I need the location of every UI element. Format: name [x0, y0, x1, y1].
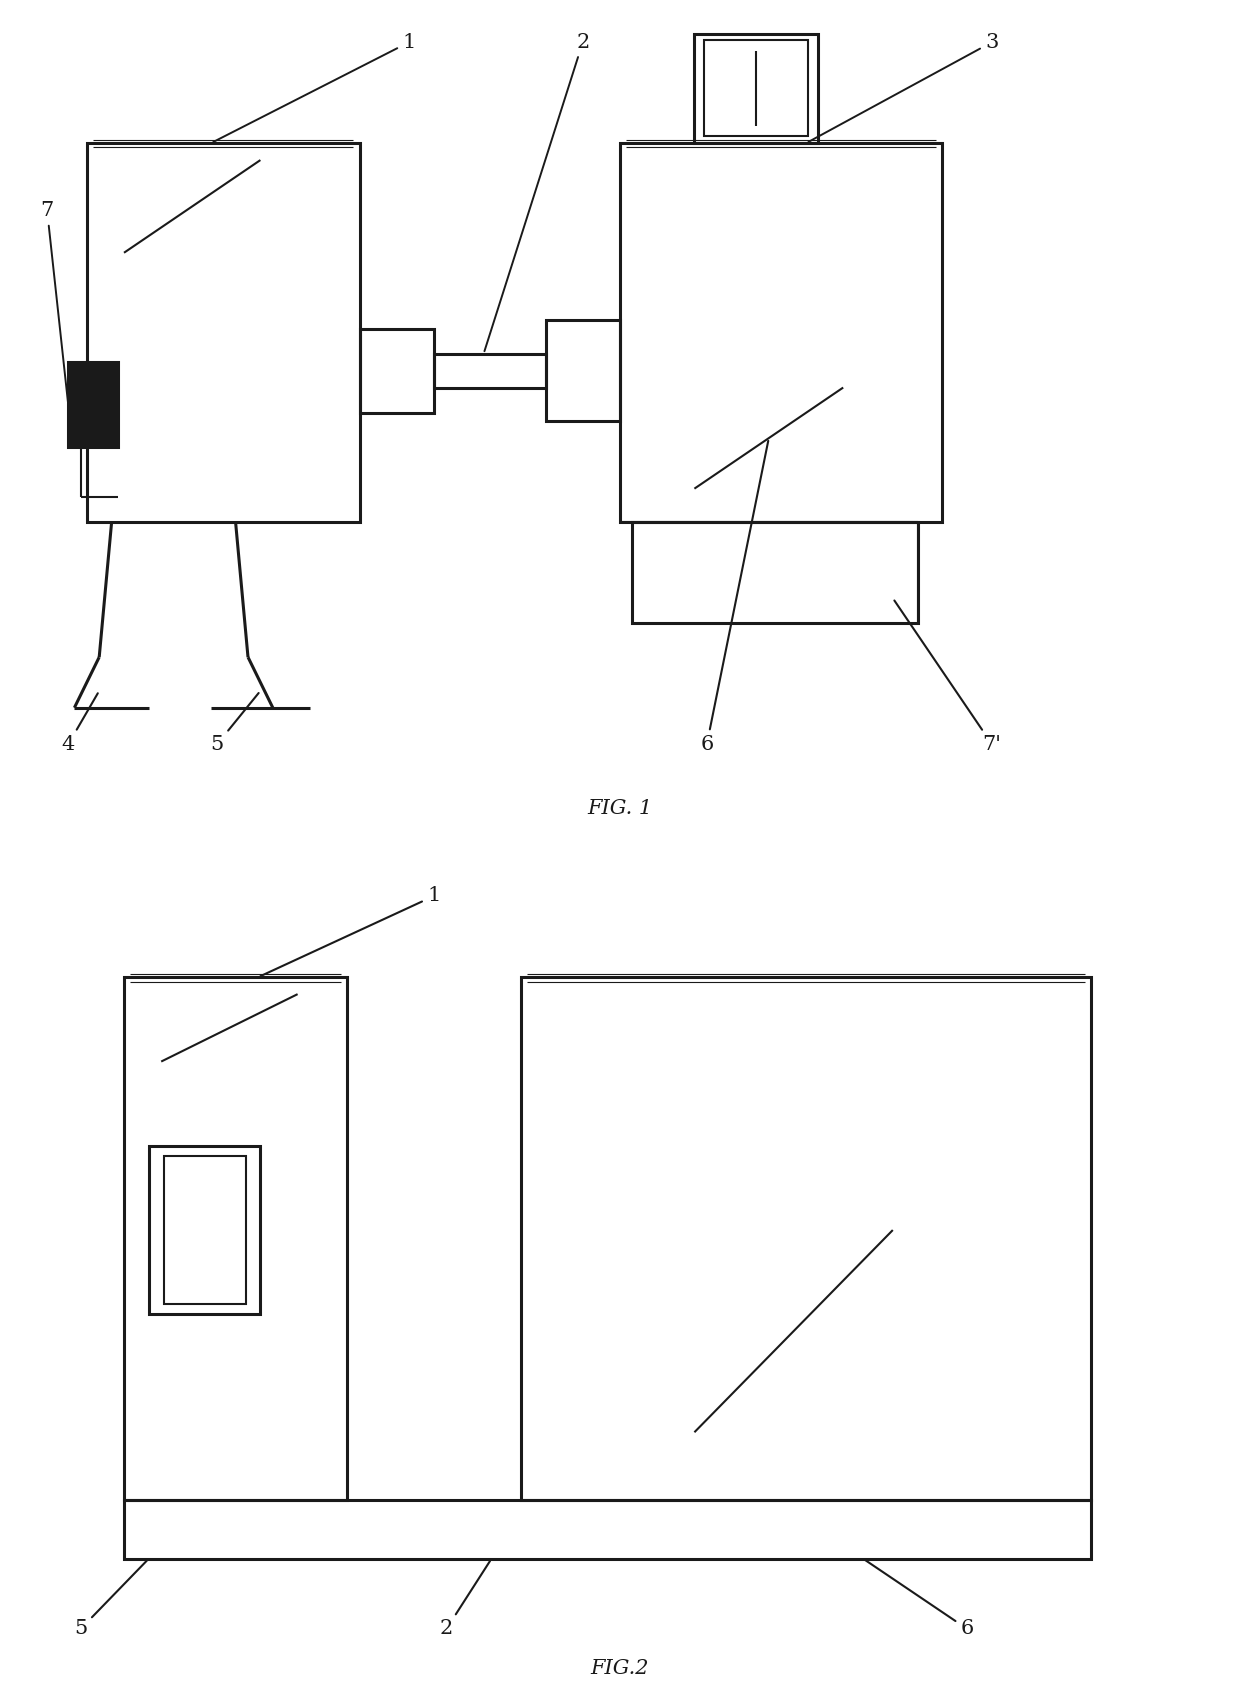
Text: 5: 5: [211, 693, 259, 753]
Text: 3: 3: [808, 32, 998, 142]
Bar: [164, 1156, 246, 1304]
Text: 1: 1: [213, 32, 415, 142]
Text: 6: 6: [866, 1560, 973, 1638]
Text: 7': 7': [894, 600, 1002, 753]
Bar: [546, 320, 620, 421]
Bar: [434, 354, 546, 388]
Bar: [124, 1500, 1091, 1559]
Text: 6: 6: [701, 441, 769, 753]
Text: 7: 7: [41, 201, 68, 401]
Text: FIG.2: FIG.2: [590, 1658, 650, 1678]
Text: FIG. 1: FIG. 1: [588, 799, 652, 819]
Bar: [360, 329, 434, 413]
Bar: [149, 1146, 260, 1314]
Text: 2: 2: [440, 1560, 490, 1638]
Text: 1: 1: [260, 886, 440, 976]
Bar: [620, 143, 942, 522]
Text: 5: 5: [74, 1560, 146, 1638]
Bar: [68, 362, 118, 447]
Bar: [521, 977, 1091, 1500]
Bar: [68, 362, 118, 447]
Bar: [87, 143, 360, 522]
Text: 2: 2: [485, 32, 589, 350]
Text: 4: 4: [62, 693, 98, 753]
Bar: [632, 522, 918, 623]
Bar: [124, 977, 347, 1500]
Bar: [694, 34, 818, 143]
Bar: [704, 40, 808, 136]
